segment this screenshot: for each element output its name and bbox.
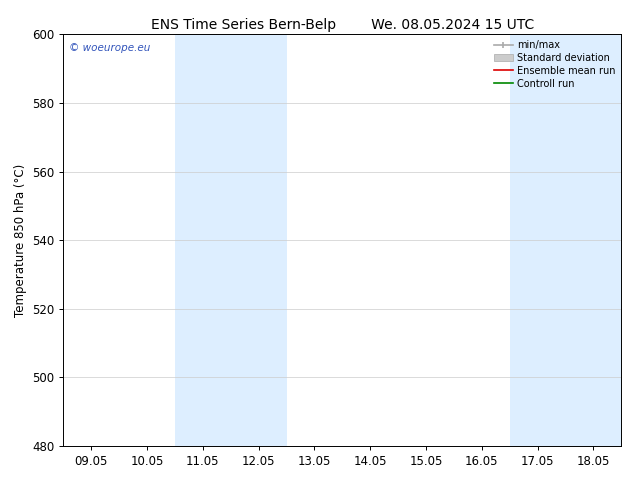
Bar <box>510 34 621 446</box>
Text: © woeurope.eu: © woeurope.eu <box>69 43 150 52</box>
Y-axis label: Temperature 850 hPa (°C): Temperature 850 hPa (°C) <box>13 164 27 317</box>
Legend: min/max, Standard deviation, Ensemble mean run, Controll run: min/max, Standard deviation, Ensemble me… <box>489 36 619 93</box>
Title: ENS Time Series Bern-Belp        We. 08.05.2024 15 UTC: ENS Time Series Bern-Belp We. 08.05.2024… <box>151 18 534 32</box>
Bar <box>175 34 287 446</box>
